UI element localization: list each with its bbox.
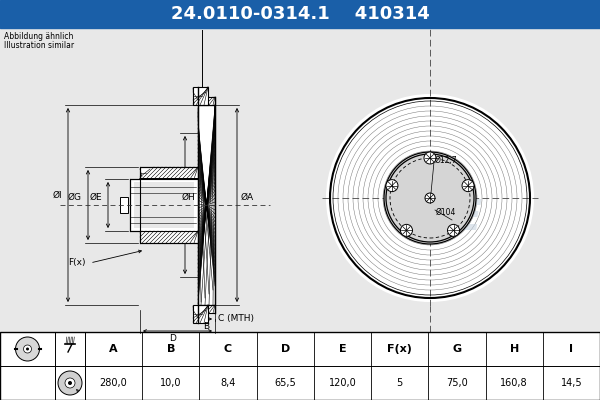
Bar xyxy=(198,105,215,305)
Bar xyxy=(134,182,194,228)
Circle shape xyxy=(68,381,72,385)
Text: ØI: ØI xyxy=(52,190,62,200)
Text: Illustration similar: Illustration similar xyxy=(4,41,74,50)
Circle shape xyxy=(326,94,534,302)
Text: ØG: ØG xyxy=(68,192,82,202)
Bar xyxy=(0,332,600,400)
Text: ØH: ØH xyxy=(182,192,196,202)
Text: Ø12,7: Ø12,7 xyxy=(435,156,458,164)
Text: ATE: ATE xyxy=(398,197,482,239)
Text: D: D xyxy=(169,334,176,343)
Circle shape xyxy=(400,224,412,236)
Text: Ø104: Ø104 xyxy=(436,208,457,216)
Circle shape xyxy=(16,337,40,361)
Bar xyxy=(198,97,215,105)
Text: E: E xyxy=(338,344,346,354)
Bar xyxy=(120,197,128,213)
Text: B: B xyxy=(167,344,175,354)
Text: 75,0: 75,0 xyxy=(446,378,468,388)
Text: ØE: ØE xyxy=(89,192,102,202)
Circle shape xyxy=(448,224,460,236)
Text: G: G xyxy=(452,344,461,354)
Circle shape xyxy=(65,378,75,388)
Text: F(x): F(x) xyxy=(68,258,86,268)
Text: 5: 5 xyxy=(397,378,403,388)
Text: F(x): F(x) xyxy=(387,344,412,354)
Text: 10,0: 10,0 xyxy=(160,378,182,388)
Bar xyxy=(0,332,600,400)
Text: 120,0: 120,0 xyxy=(329,378,356,388)
Text: Abbildung ähnlich: Abbildung ähnlich xyxy=(4,32,73,41)
Circle shape xyxy=(26,348,29,350)
Bar xyxy=(140,167,198,243)
Text: 8,4: 8,4 xyxy=(220,378,236,388)
Text: 24.0110-0314.1    410314: 24.0110-0314.1 410314 xyxy=(170,5,430,23)
Bar xyxy=(0,0,600,28)
Bar xyxy=(130,179,198,231)
Bar xyxy=(193,305,208,323)
Text: D: D xyxy=(281,344,290,354)
Text: C (MTH): C (MTH) xyxy=(218,314,254,324)
Circle shape xyxy=(58,371,82,395)
Text: I: I xyxy=(569,344,574,354)
Text: 65,5: 65,5 xyxy=(274,378,296,388)
Circle shape xyxy=(384,152,476,244)
Text: 160,8: 160,8 xyxy=(500,378,528,388)
Bar xyxy=(198,305,215,313)
Text: 280,0: 280,0 xyxy=(100,378,127,388)
Bar xyxy=(193,87,208,105)
Circle shape xyxy=(462,180,474,192)
Circle shape xyxy=(424,152,436,164)
Circle shape xyxy=(386,180,398,192)
Circle shape xyxy=(23,345,32,353)
Text: A: A xyxy=(109,344,118,354)
Text: C: C xyxy=(224,344,232,354)
Circle shape xyxy=(425,193,435,203)
Text: 14,5: 14,5 xyxy=(560,378,582,388)
Text: ØA: ØA xyxy=(241,192,254,202)
Bar xyxy=(0,28,600,332)
Text: B: B xyxy=(203,322,209,331)
Text: H: H xyxy=(509,344,519,354)
